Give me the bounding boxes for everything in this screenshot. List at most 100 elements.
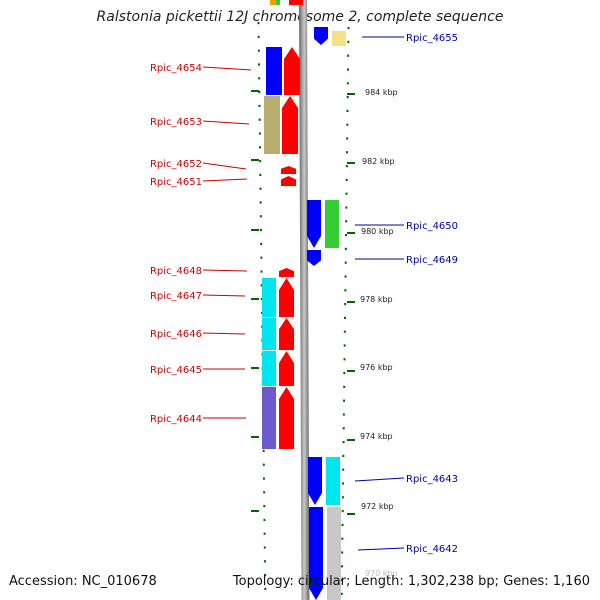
gene-rpic_4654-reverse — [266, 47, 282, 95]
leader-line — [354, 477, 405, 482]
tick-dot — [259, 160, 262, 163]
right-tick-marks — [340, 27, 355, 595]
topology-text: Topology: circular; — [232, 574, 351, 589]
tick-dot — [262, 449, 265, 452]
gene-rpic_4654-forward — [284, 47, 300, 95]
tick-dot — [345, 206, 348, 209]
tick-dot — [263, 560, 266, 563]
tick-dot — [260, 298, 263, 301]
scale-label: 972 kbp — [361, 502, 394, 511]
tick-dot — [258, 146, 261, 149]
gene-rpic_4651 — [281, 176, 296, 186]
tick-dot — [257, 22, 260, 25]
tick-dot — [341, 565, 344, 568]
leader-line — [357, 547, 405, 551]
tick-dot — [264, 574, 267, 577]
gene-rpic_4644-slate — [262, 387, 276, 449]
tick-dot — [344, 261, 347, 264]
tick-dot — [344, 316, 347, 319]
major-tick — [251, 298, 259, 300]
leader-line — [202, 294, 246, 297]
tick-dot — [260, 270, 263, 273]
gene-label-right: Rpic_4643 — [406, 474, 458, 485]
length-text: Length: 1,302,238 bp; — [354, 574, 500, 589]
tick-dot — [263, 532, 266, 535]
tick-dot — [343, 399, 346, 402]
gene-rpic_4646-cyan — [262, 318, 276, 350]
gene-rpic_4648 — [279, 268, 294, 277]
scale-label: 984 kbp — [365, 88, 398, 97]
tick-dot — [346, 151, 349, 154]
gene-label-left: Rpic_4645 — [150, 365, 202, 376]
tick-dot — [345, 192, 348, 195]
gene-rpic_4652 — [281, 166, 296, 174]
scale-labels: 984 kbp 982 kbp 980 kbp 978 kbp 976 kbp 974 k… — [360, 88, 398, 578]
gene-label-left: Rpic_4652 — [150, 159, 202, 170]
scale-label: 980 kbp — [361, 227, 394, 236]
tick-dot — [342, 427, 345, 430]
tick-dot — [346, 82, 349, 85]
major-tick — [251, 367, 259, 369]
leader-line — [202, 269, 248, 272]
tick-dot — [341, 523, 344, 526]
gene-rpic_4643-cyan — [326, 457, 340, 505]
tick-dot — [262, 463, 265, 466]
tick-dot — [344, 289, 347, 292]
tick-dot — [260, 256, 263, 259]
tick-dot — [341, 537, 344, 540]
backbone-band — [299, 0, 310, 600]
tick-dot — [340, 592, 343, 595]
tick-dot — [257, 35, 260, 38]
gene-label-left: Rpic_4644 — [150, 414, 202, 425]
gene-label-right: Rpic_4650 — [406, 221, 458, 232]
major-tick — [251, 159, 259, 161]
gene-label-left: Rpic_4647 — [150, 291, 202, 302]
tick-dot — [260, 284, 263, 287]
leader-line — [202, 120, 250, 125]
tick-dot — [341, 510, 344, 513]
genes-text: Genes: 1,160 — [503, 574, 590, 589]
tick-dot — [263, 491, 266, 494]
tick-dot — [341, 496, 344, 499]
gene-features — [262, 0, 346, 600]
gene-label-left: Rpic_4646 — [150, 329, 202, 340]
tick-dot — [343, 372, 346, 375]
leader-line — [202, 66, 252, 71]
gene-labels: Rpic_4654 Rpic_4653 Rpic_4652 Rpic_4651 Rpic… — [150, 33, 458, 555]
tick-dot — [258, 77, 261, 80]
tick-dot — [341, 551, 344, 554]
major-tick — [347, 513, 355, 515]
tick-dot — [347, 40, 350, 43]
major-tick — [347, 439, 355, 441]
genome-stats: Topology: circular; Length: 1,302,238 bp… — [233, 574, 590, 589]
tick-dot — [260, 311, 263, 314]
feature-stub — [289, 0, 303, 5]
tick-dot — [343, 330, 346, 333]
tick-dot — [257, 49, 260, 52]
gene-label-left: Rpic_4654 — [150, 63, 202, 74]
tick-dot — [259, 173, 262, 176]
gene-label-left: Rpic_4653 — [150, 117, 202, 128]
gene-rpic_4653-forward — [282, 96, 298, 154]
scale-label: 974 kbp — [360, 432, 393, 441]
tick-dot — [345, 220, 348, 223]
gene-label-left: Rpic_4648 — [150, 266, 202, 277]
scale-label: 978 kbp — [360, 295, 393, 304]
tick-dot — [347, 27, 350, 30]
major-tick — [347, 162, 355, 164]
tick-dot — [344, 275, 347, 278]
tick-dot — [342, 468, 345, 471]
feature-stub — [270, 0, 276, 5]
tick-dot — [258, 104, 261, 107]
tick-dot — [342, 454, 345, 457]
major-tick — [347, 93, 355, 95]
gene-rpic_4645-forward — [279, 351, 294, 386]
major-tick — [251, 90, 259, 92]
leader-line — [202, 162, 247, 170]
tick-dot — [346, 109, 349, 112]
tick-dot — [346, 123, 349, 126]
major-tick — [347, 301, 355, 303]
tick-dot — [260, 242, 263, 245]
gene-rpic_4647-cyan — [262, 278, 276, 317]
